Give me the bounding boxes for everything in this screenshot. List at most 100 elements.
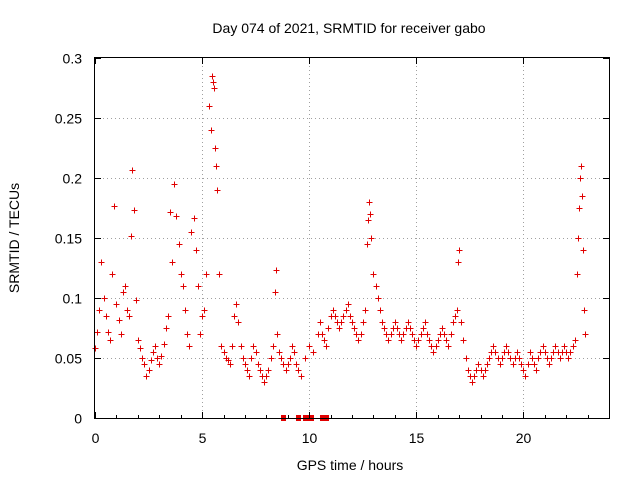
data-point xyxy=(213,163,220,170)
data-point xyxy=(531,361,538,368)
data-point xyxy=(345,301,352,308)
data-point xyxy=(520,367,527,374)
data-point xyxy=(302,355,309,362)
data-point xyxy=(469,379,476,386)
data-point xyxy=(246,373,253,380)
data-point xyxy=(409,331,416,338)
data-point xyxy=(158,353,165,360)
data-point xyxy=(94,329,101,336)
data-point xyxy=(377,307,384,314)
data-point xyxy=(548,355,555,362)
data-point xyxy=(514,349,521,356)
data-point xyxy=(525,361,532,368)
data-point xyxy=(105,329,112,336)
data-point xyxy=(150,349,157,356)
data-point xyxy=(565,355,572,362)
data-point xyxy=(116,317,123,324)
data-point xyxy=(529,355,536,362)
data-point xyxy=(124,307,131,314)
data-point xyxy=(445,343,452,350)
data-point xyxy=(171,181,178,188)
data-point xyxy=(133,297,140,304)
data-point xyxy=(137,345,144,352)
data-point xyxy=(546,361,553,368)
data-point xyxy=(178,271,185,278)
data-point xyxy=(293,361,300,368)
data-point xyxy=(505,349,512,356)
data-point xyxy=(129,167,136,174)
data-point xyxy=(385,337,392,344)
data-point xyxy=(244,367,251,374)
data-point xyxy=(317,319,324,326)
data-point xyxy=(298,373,305,380)
data-point xyxy=(310,349,317,356)
data-point xyxy=(268,355,275,362)
data-point xyxy=(400,331,407,338)
data-point xyxy=(131,207,138,214)
data-point xyxy=(574,271,581,278)
data-point xyxy=(349,319,356,326)
data-point xyxy=(480,373,487,380)
data-point xyxy=(535,355,542,362)
data-point xyxy=(581,307,588,314)
data-point xyxy=(471,373,478,380)
data-point xyxy=(165,313,172,320)
data-point xyxy=(454,307,461,314)
data-point xyxy=(561,343,568,350)
data-point xyxy=(475,361,482,368)
data-point xyxy=(173,213,180,220)
data-point xyxy=(323,343,330,350)
data-point xyxy=(240,355,247,362)
y-tick-label: 0.3 xyxy=(63,51,83,67)
y-tick-labels: 0 0.05 0.1 0.15 0.2 0.25 0.3 xyxy=(55,51,82,427)
x-tick-labels: 0 5 10 15 20 xyxy=(92,430,532,446)
axis-ticks xyxy=(95,58,610,419)
data-point xyxy=(103,313,110,320)
data-point xyxy=(261,379,268,386)
data-point xyxy=(422,319,429,326)
y-tick-label: 0.25 xyxy=(55,111,82,127)
data-point xyxy=(227,361,234,368)
x-tick-label: 15 xyxy=(409,430,425,446)
data-point xyxy=(180,283,187,290)
data-point xyxy=(398,337,405,344)
grid-lines xyxy=(95,58,609,418)
data-point xyxy=(366,199,373,206)
data-point xyxy=(458,319,465,326)
y-tick-label: 0.2 xyxy=(63,171,83,187)
data-point xyxy=(182,307,189,314)
y-tick-label: 0 xyxy=(74,411,82,427)
data-point xyxy=(360,319,367,326)
data-point xyxy=(242,361,249,368)
data-point xyxy=(101,295,108,302)
data-point xyxy=(197,331,204,338)
data-point xyxy=(430,349,437,356)
data-point xyxy=(253,349,260,356)
data-point xyxy=(492,349,499,356)
data-point xyxy=(283,367,290,374)
data-point xyxy=(188,229,195,236)
data-point xyxy=(229,343,236,350)
data-point xyxy=(118,331,125,338)
data-point xyxy=(167,209,174,216)
data-point xyxy=(113,301,120,308)
data-point xyxy=(216,271,223,278)
data-point xyxy=(111,203,118,210)
data-point xyxy=(218,343,225,350)
x-tick-label: 20 xyxy=(516,430,532,446)
data-point xyxy=(582,331,589,338)
data-point xyxy=(580,247,587,254)
data-point xyxy=(276,349,283,356)
data-point xyxy=(455,259,462,266)
data-point xyxy=(152,343,159,350)
data-point xyxy=(518,361,525,368)
data-point xyxy=(199,313,206,320)
data-point xyxy=(542,349,549,356)
data-point xyxy=(456,247,463,254)
data-point xyxy=(193,247,200,254)
data-point xyxy=(221,349,228,356)
data-point xyxy=(214,187,221,194)
data-point xyxy=(273,267,280,274)
data-point xyxy=(128,233,135,240)
data-point xyxy=(552,343,559,350)
